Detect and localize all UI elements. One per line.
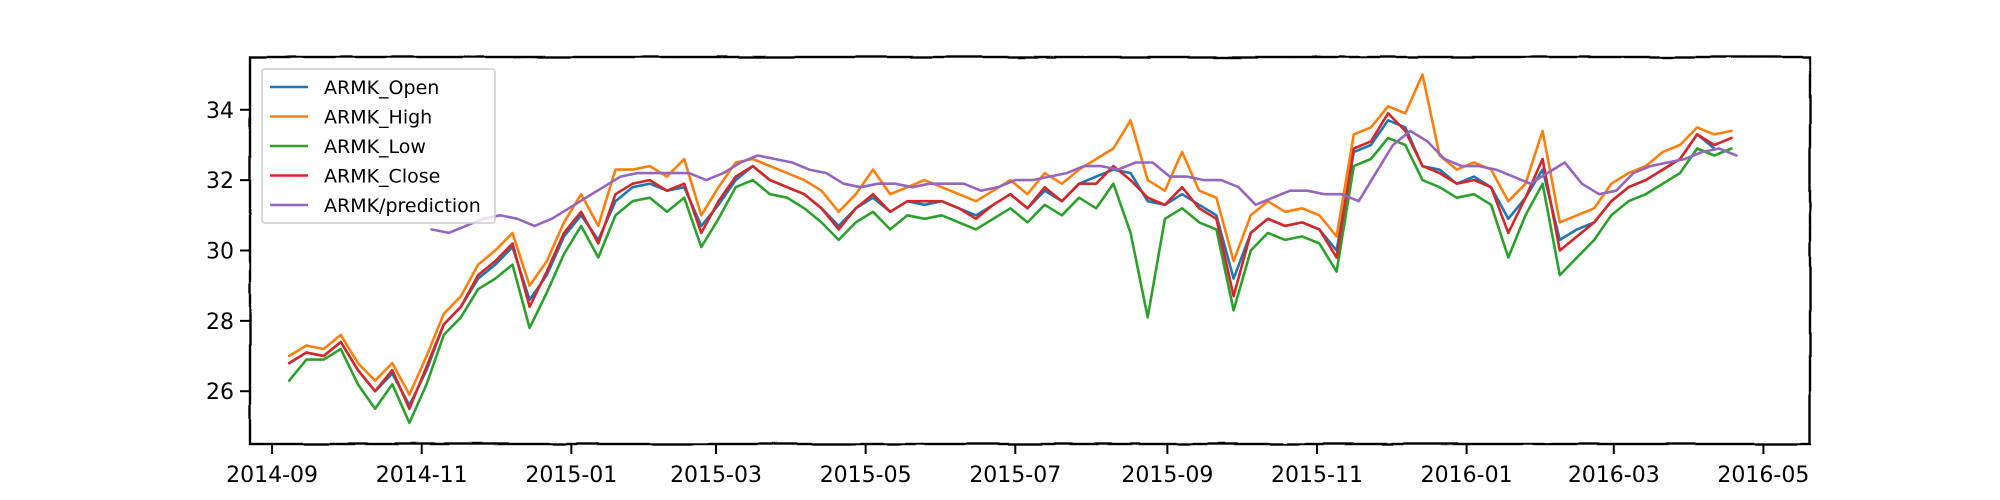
- y-tick-label: 30: [206, 240, 234, 265]
- x-axis: 2014-09 2014-11 2015-01 2015-03 2015-05 2015-…: [226, 444, 1809, 488]
- y-axis: 26 28 30 32 34: [206, 99, 250, 405]
- legend-box: [261, 68, 496, 224]
- legend: ARMK_Open ARMK_High ARMK_Low ARMK_Close ARMK…: [261, 68, 496, 224]
- legend-label: ARMK/prediction: [324, 195, 481, 217]
- series-line-2: [287, 136, 1733, 425]
- y-tick-label: 28: [206, 310, 234, 335]
- series-line-1: [287, 73, 1733, 396]
- legend-label: ARMK_High: [324, 107, 432, 129]
- x-tick-label: 2016-05: [1717, 463, 1809, 488]
- series-line-4: [430, 129, 1738, 235]
- x-tick-label: 2015-03: [670, 463, 762, 488]
- x-tick-label: 2015-07: [969, 463, 1061, 488]
- x-tick-label: 2014-09: [226, 463, 318, 488]
- series-line-0: [287, 119, 1716, 407]
- x-tick-label: 2015-01: [525, 463, 617, 488]
- y-tick-label: 34: [206, 99, 234, 124]
- x-tick-label: 2015-11: [1271, 463, 1363, 488]
- series-line-3: [287, 112, 1733, 411]
- y-tick-label: 32: [206, 169, 234, 194]
- x-tick-label: 2015-05: [820, 463, 912, 488]
- x-tick-label: 2014-11: [376, 463, 468, 488]
- x-tick-label: 2016-03: [1568, 463, 1660, 488]
- legend-label: ARMK_Open: [324, 77, 439, 99]
- legend-label: ARMK_Close: [324, 166, 440, 188]
- x-tick-label: 2016-01: [1421, 463, 1513, 488]
- x-tick-label: 2015-09: [1121, 463, 1213, 488]
- y-tick-label: 26: [206, 380, 234, 405]
- legend-label: ARMK_Low: [324, 136, 426, 158]
- series-layer: [287, 73, 1738, 425]
